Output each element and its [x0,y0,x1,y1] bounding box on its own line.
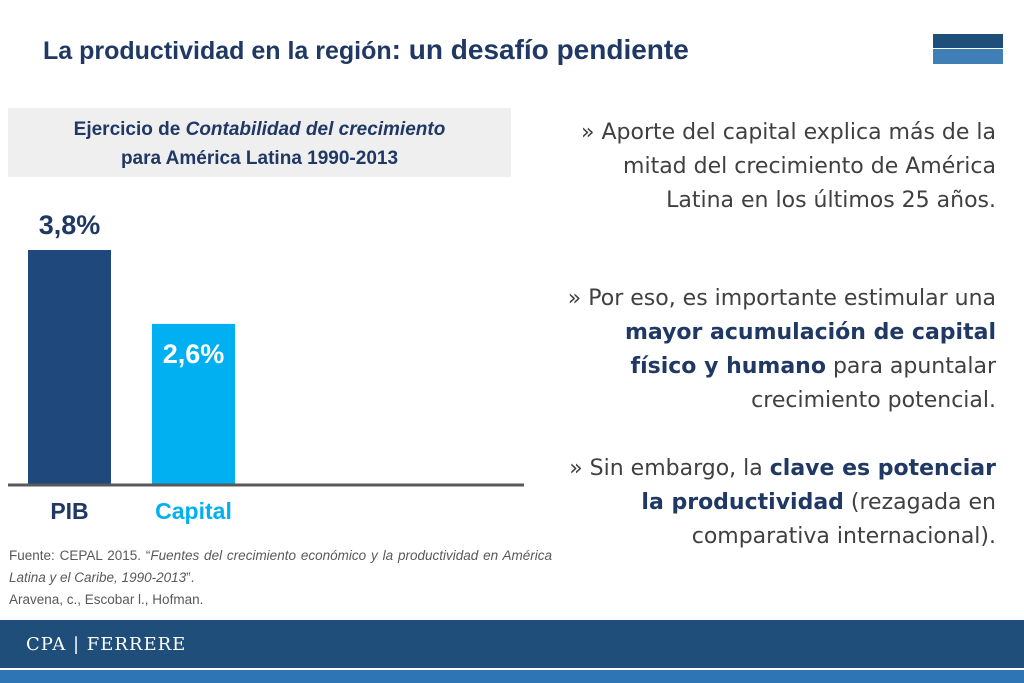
bullet-2: » Por eso, es importante estimular una m… [560,282,996,418]
bullet-1-marker: » [581,120,602,145]
bullet-2-post: para apuntalar crecimiento potencial. [751,354,996,413]
footer-bar: CPA | FERRERE [0,620,1024,668]
bullet-3-post: (rezagada en comparativa internacional). [691,490,996,549]
source-authors: Aravena, c., Escobar l., Hofman. [9,592,204,607]
bar-capital [152,323,235,484]
bullet-3-marker: » [569,456,590,481]
source-suffix: ”. [186,570,195,585]
title-part2: : un desafío pendiente [391,34,689,65]
footer-brand: CPA | FERRERE [26,634,187,655]
bullet-3-pre: Sin embargo, la [589,456,770,481]
source-prefix: Fuente: CEPAL 2015. “ [9,548,151,563]
bar-pib [28,250,111,484]
logo-bars [933,34,1003,64]
bullet-3-bold: clave es potenciar la productividad [641,456,996,515]
source-note: Fuente: CEPAL 2015. “Fuentes del crecimi… [9,545,552,611]
bullet-3: » Sin embargo, la clave es potenciar la … [560,452,996,554]
logo-bar-bottom [933,49,1003,64]
chart-title-line2: para América Latina 1990-2013 [120,148,399,169]
bullet-1-text: Aporte del capital explica más de la mit… [601,120,996,213]
category-label-pib: PIB [50,498,88,524]
chart-title-italic: Contabilidad del crecimiento [185,119,446,140]
category-label-capital: Capital [155,498,232,524]
bar-chart: 3,8% PIB 2,6% Capital [8,210,524,524]
value-label-capital: 2,6% [163,339,225,369]
bullet-1: » Aporte del capital explica más de la m… [560,116,996,218]
bullet-2-pre: Por eso, es importante estimular una [588,286,996,311]
source-italic: Fuentes del crecimiento económico y la p… [9,548,552,585]
bullet-2-bold: mayor acumulación de capital físico y hu… [624,320,996,379]
title-part1: La productividad en la región [43,37,392,65]
logo-bar-top [933,34,1003,48]
chart-title-box: Ejercicio de Contabilidad del crecimient… [8,108,511,177]
bullet-2-marker: » [567,286,589,311]
footer-stripe [0,670,1024,683]
page-title: La productividad en la región: un desafí… [43,34,689,66]
value-label-pib: 3,8% [39,210,101,240]
chart-title-prefix: Ejercicio de [73,119,186,140]
chart-title-line1: Ejercicio de Contabilidad del crecimient… [8,119,511,141]
